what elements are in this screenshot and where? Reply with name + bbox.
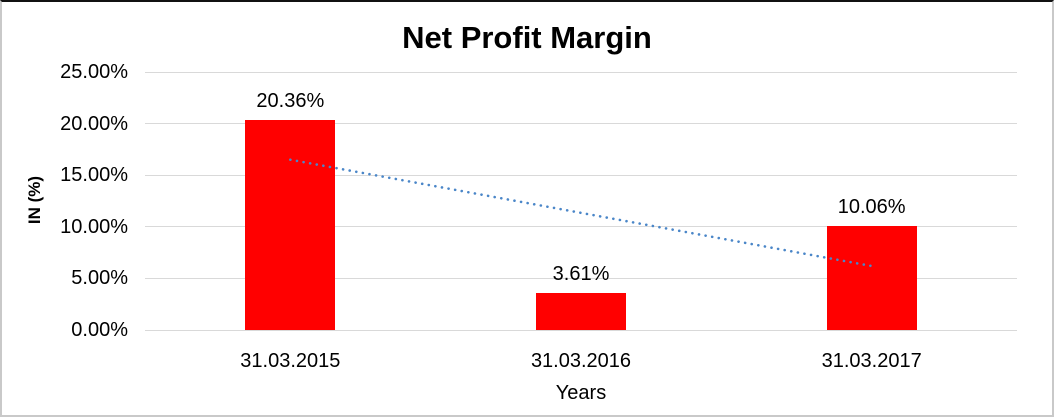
x-axis-tick-label: 31.03.2017 xyxy=(821,350,922,372)
data-label: 10.06% xyxy=(837,196,906,219)
gridline xyxy=(145,123,1017,125)
y-axis-tick-label: 5.00% xyxy=(71,267,128,290)
data-label: 20.36% xyxy=(256,89,325,112)
y-axis-tick-label: 10.00% xyxy=(60,215,128,238)
y-axis-tick-label: 0.00% xyxy=(71,319,128,341)
y-axis-tick-label: 25.00% xyxy=(60,61,128,83)
bar-31.03.2016 xyxy=(536,292,626,330)
gridline xyxy=(145,329,1017,331)
data-label: 3.61% xyxy=(552,262,610,285)
y-axis-tick-label: 20.00% xyxy=(60,112,128,135)
bar-31.03.2017 xyxy=(826,226,917,330)
gridline xyxy=(145,277,1017,279)
y-axis-tick-label: 15.00% xyxy=(60,164,128,187)
x-axis-title: Years xyxy=(555,382,607,404)
x-axis-tick-label: 31.03.2015 xyxy=(240,350,341,372)
chart-title: Net Profit Margin xyxy=(402,20,652,55)
gridline xyxy=(145,71,1017,73)
bar-31.03.2015 xyxy=(245,119,336,330)
x-axis-tick-label: 31.03.2016 xyxy=(530,350,632,372)
